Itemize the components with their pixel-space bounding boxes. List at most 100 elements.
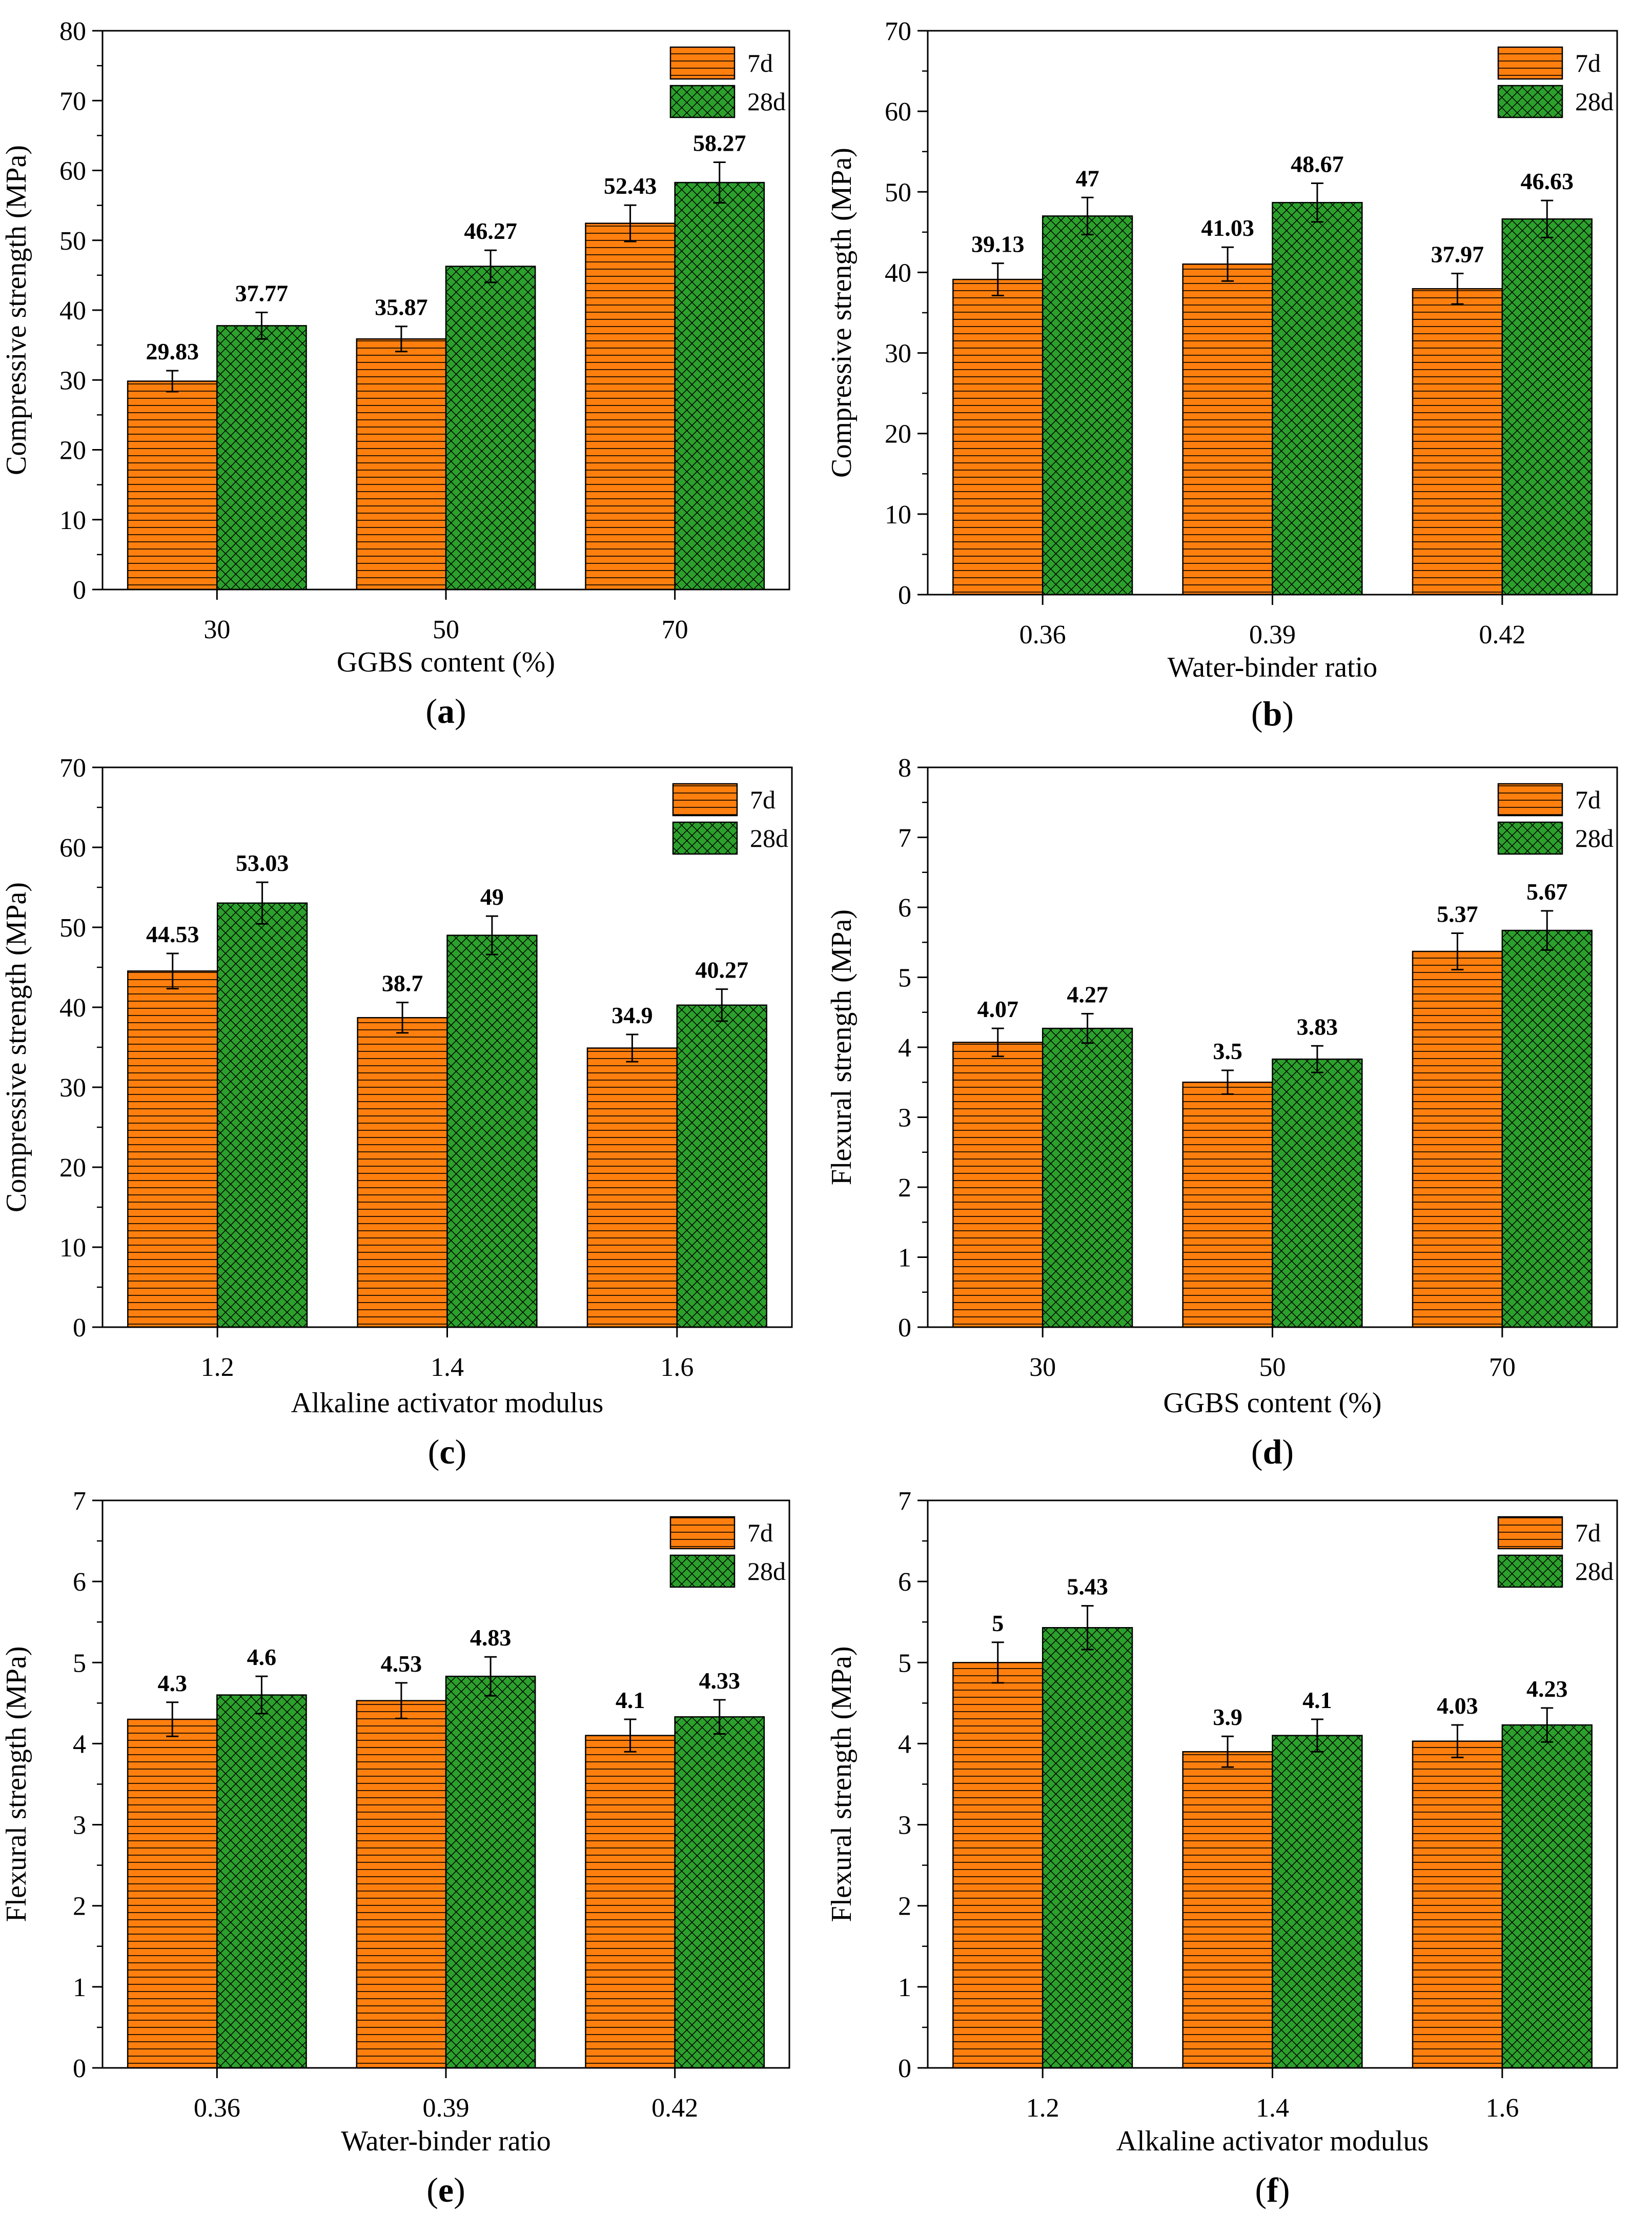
error-bar (166, 1701, 179, 1737)
y-tick-label: 8 (898, 754, 911, 783)
bar-28d-70 (674, 181, 765, 591)
bar-7d-0.42 (1412, 288, 1503, 596)
error-bar (255, 1675, 268, 1715)
data-label: 5.37 (1437, 901, 1478, 927)
legend-label: 7d (747, 49, 773, 77)
legend-swatch-28d (672, 821, 738, 855)
y-tick-label: 3 (898, 1104, 911, 1133)
y-tick-label: 3 (73, 1811, 86, 1840)
bar-28d-0.39 (445, 1675, 536, 2069)
y-axis-title: Compressive strength (MPa) (1, 145, 32, 475)
legend-label: 28d (747, 87, 786, 116)
error-bar (1451, 1724, 1464, 1758)
bar-28d-30 (216, 325, 307, 591)
bar-28d-1.6 (1501, 1724, 1593, 2069)
data-label: 46.27 (464, 218, 517, 244)
x-tick-label: 1.6 (660, 1353, 694, 1382)
error-bar (1451, 272, 1464, 305)
data-label: 34.9 (611, 1002, 653, 1028)
y-tick-label: 7 (73, 1487, 86, 1516)
bar-7d-1.4 (1182, 1751, 1273, 2069)
error-bar (713, 161, 726, 204)
legend-swatch-7d (1497, 783, 1563, 817)
y-tick-label: 0 (898, 2054, 911, 2083)
bar-28d-0.36 (1042, 215, 1133, 596)
panel-caption: (c) (428, 1432, 467, 1471)
bar-7d-70 (585, 222, 676, 591)
data-label: 4.6 (247, 1644, 277, 1670)
y-tick-label: 1 (898, 1973, 911, 2002)
data-label: 29.83 (146, 338, 199, 364)
data-label: 52.43 (604, 173, 657, 199)
data-label: 58.27 (693, 130, 746, 156)
data-label: 4.53 (381, 1651, 422, 1677)
y-tick-label: 10 (59, 506, 86, 535)
y-tick-label: 50 (59, 913, 86, 943)
legend-swatch-7d (669, 46, 736, 80)
data-label: 47 (1076, 165, 1099, 191)
x-tick-label: 1.4 (431, 1353, 464, 1382)
bar-28d-0.42 (1501, 218, 1593, 596)
y-tick-label: 60 (885, 97, 911, 127)
y-tick-label: 60 (59, 157, 86, 186)
y-tick-label: 7 (898, 1487, 911, 1516)
legend-swatch-28d (1497, 85, 1563, 118)
panel-caption: (b) (1251, 694, 1294, 733)
data-label: 4.1 (616, 1687, 645, 1713)
error-bar (1311, 1718, 1323, 1753)
error-bar (1221, 246, 1234, 282)
x-tick-label: 1.6 (1485, 2094, 1519, 2123)
bar-28d-70 (1501, 929, 1593, 1328)
y-tick-label: 7 (898, 824, 911, 853)
x-tick-label: 50 (433, 615, 459, 644)
y-tick-label: 10 (885, 500, 911, 530)
legend-label: 7d (1575, 785, 1601, 814)
data-label: 5 (992, 1610, 1004, 1636)
y-tick-label: 6 (898, 1568, 911, 1597)
y-tick-label: 0 (73, 1313, 86, 1343)
error-bar (484, 249, 497, 283)
error-bar (1221, 1069, 1234, 1095)
y-tick-label: 50 (59, 227, 86, 256)
x-tick-label: 0.42 (651, 2094, 698, 2123)
bar-7d-50 (1182, 1082, 1273, 1328)
legend-label: 28d (1575, 824, 1614, 852)
bar-28d-1.6 (676, 1004, 767, 1328)
data-label: 3.5 (1213, 1038, 1242, 1064)
legend-swatch-28d (669, 85, 736, 118)
x-tick-label: 30 (203, 615, 230, 644)
error-bar (991, 1027, 1004, 1058)
y-tick-label: 30 (59, 366, 86, 395)
data-label: 5.67 (1526, 879, 1568, 905)
bar-7d-1.4 (357, 1017, 448, 1328)
y-tick-label: 5 (898, 964, 911, 993)
y-tick-label: 40 (59, 993, 86, 1023)
x-axis-title: GGBS content (%) (337, 646, 555, 678)
data-label: 4.27 (1067, 981, 1108, 1007)
x-axis-title: Alkaline activator modulus (291, 1387, 604, 1419)
y-tick-label: 5 (73, 1649, 86, 1678)
bar-28d-1.2 (1042, 1627, 1133, 2069)
x-axis-title: Water-binder ratio (1168, 652, 1378, 683)
y-tick-label: 2 (898, 1173, 911, 1203)
legend-label: 7d (1575, 49, 1601, 77)
x-tick-label: 70 (1489, 1353, 1516, 1382)
bar-7d-30 (952, 1042, 1044, 1328)
x-tick-label: 1.2 (201, 1353, 234, 1382)
legend-swatch-28d (669, 1554, 736, 1588)
panel-caption: (a) (425, 692, 466, 730)
error-bar (1221, 1735, 1234, 1768)
data-label: 38.7 (382, 970, 423, 997)
x-tick-label: 0.39 (423, 2094, 470, 2123)
y-tick-label: 0 (73, 576, 86, 605)
error-bar (395, 326, 407, 353)
bar-28d-1.2 (216, 902, 308, 1328)
error-bar (395, 1682, 407, 1719)
error-bar (1541, 1707, 1554, 1743)
y-tick-label: 70 (885, 17, 911, 46)
bar-28d-0.42 (674, 1716, 765, 2069)
x-tick-label: 50 (1259, 1353, 1286, 1382)
